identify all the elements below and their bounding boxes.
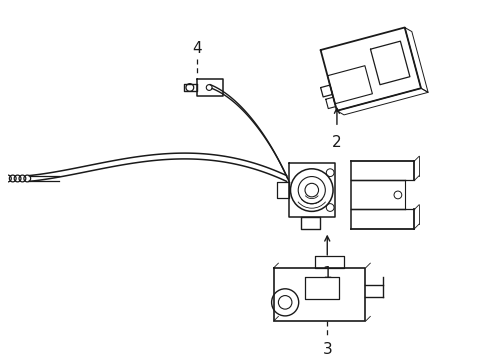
Text: 3: 3 <box>322 342 332 357</box>
Text: 4: 4 <box>192 41 201 55</box>
Text: 2: 2 <box>332 135 342 150</box>
Text: 1: 1 <box>322 266 332 280</box>
